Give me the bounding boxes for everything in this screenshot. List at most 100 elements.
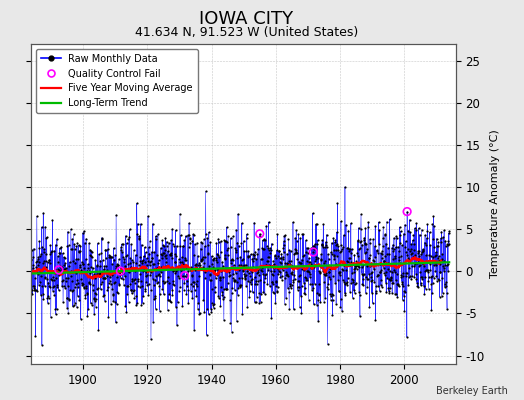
Point xyxy=(48,247,56,254)
Point xyxy=(69,303,77,310)
Point xyxy=(151,293,159,300)
Point xyxy=(64,228,72,235)
Point xyxy=(290,250,299,257)
Point xyxy=(147,258,156,264)
Point xyxy=(361,240,369,246)
Point xyxy=(135,236,144,242)
Point xyxy=(246,273,254,279)
Point xyxy=(337,218,345,224)
Point xyxy=(146,238,154,245)
Point xyxy=(20,280,29,286)
Point xyxy=(163,248,172,254)
Point xyxy=(170,251,179,258)
Point xyxy=(442,242,450,249)
Point xyxy=(112,319,120,326)
Point xyxy=(440,258,448,264)
Point xyxy=(413,250,422,257)
Point xyxy=(384,260,392,267)
Point xyxy=(266,263,274,269)
Point xyxy=(336,248,344,255)
Point xyxy=(68,288,76,294)
Point xyxy=(261,237,269,244)
Point xyxy=(260,291,269,297)
Point xyxy=(41,275,49,281)
Point xyxy=(409,232,418,238)
Point xyxy=(57,244,66,250)
Point xyxy=(45,257,53,264)
Point xyxy=(332,229,341,236)
Point xyxy=(164,274,172,280)
Point xyxy=(140,244,149,250)
Point xyxy=(102,269,111,275)
Point xyxy=(411,252,420,258)
Point xyxy=(298,231,307,238)
Point xyxy=(77,316,85,322)
Point xyxy=(288,262,297,269)
Point xyxy=(379,264,388,271)
Point xyxy=(302,237,310,244)
Point xyxy=(366,236,374,242)
Point xyxy=(375,219,383,225)
Point xyxy=(288,282,296,288)
Point xyxy=(234,211,242,217)
Point xyxy=(189,282,197,289)
Point xyxy=(83,290,91,296)
Point xyxy=(408,262,417,269)
Point xyxy=(332,300,340,307)
Point xyxy=(18,274,26,280)
Point xyxy=(390,253,399,260)
Point xyxy=(188,272,196,278)
Point xyxy=(410,241,418,247)
Point xyxy=(271,255,280,261)
Point xyxy=(91,290,100,296)
Point xyxy=(227,259,235,266)
Point xyxy=(412,279,421,286)
Point xyxy=(221,238,229,244)
Point xyxy=(156,290,164,297)
Point xyxy=(245,294,254,300)
Point xyxy=(95,263,104,269)
Point xyxy=(328,240,336,246)
Point xyxy=(93,286,101,293)
Point xyxy=(101,246,110,253)
Point xyxy=(151,306,160,312)
Point xyxy=(115,282,124,288)
Point xyxy=(407,276,416,283)
Point xyxy=(59,299,67,305)
Point xyxy=(418,274,427,280)
Point xyxy=(64,310,72,316)
Point xyxy=(206,272,215,278)
Point xyxy=(263,243,271,250)
Point xyxy=(254,246,263,252)
Point xyxy=(107,272,116,278)
Point xyxy=(140,267,148,274)
Point xyxy=(141,273,150,280)
Point xyxy=(361,250,369,256)
Point xyxy=(35,245,43,251)
Point xyxy=(183,278,192,284)
Point xyxy=(292,238,301,244)
Point xyxy=(400,288,408,295)
Point xyxy=(366,240,374,246)
Point xyxy=(143,272,151,279)
Point xyxy=(198,240,206,246)
Point xyxy=(348,294,357,301)
Point xyxy=(193,306,202,312)
Point xyxy=(116,269,124,276)
Point xyxy=(427,281,435,287)
Point xyxy=(39,296,48,302)
Point xyxy=(74,242,83,248)
Point xyxy=(120,256,128,262)
Point xyxy=(316,269,324,276)
Point xyxy=(63,304,71,311)
Point xyxy=(309,301,318,308)
Point xyxy=(333,241,341,247)
Point xyxy=(386,285,395,292)
Point xyxy=(123,240,131,246)
Point xyxy=(281,275,289,281)
Point xyxy=(71,281,80,287)
Point xyxy=(264,267,272,273)
Point xyxy=(133,220,141,227)
Point xyxy=(292,227,300,234)
Point xyxy=(332,261,340,267)
